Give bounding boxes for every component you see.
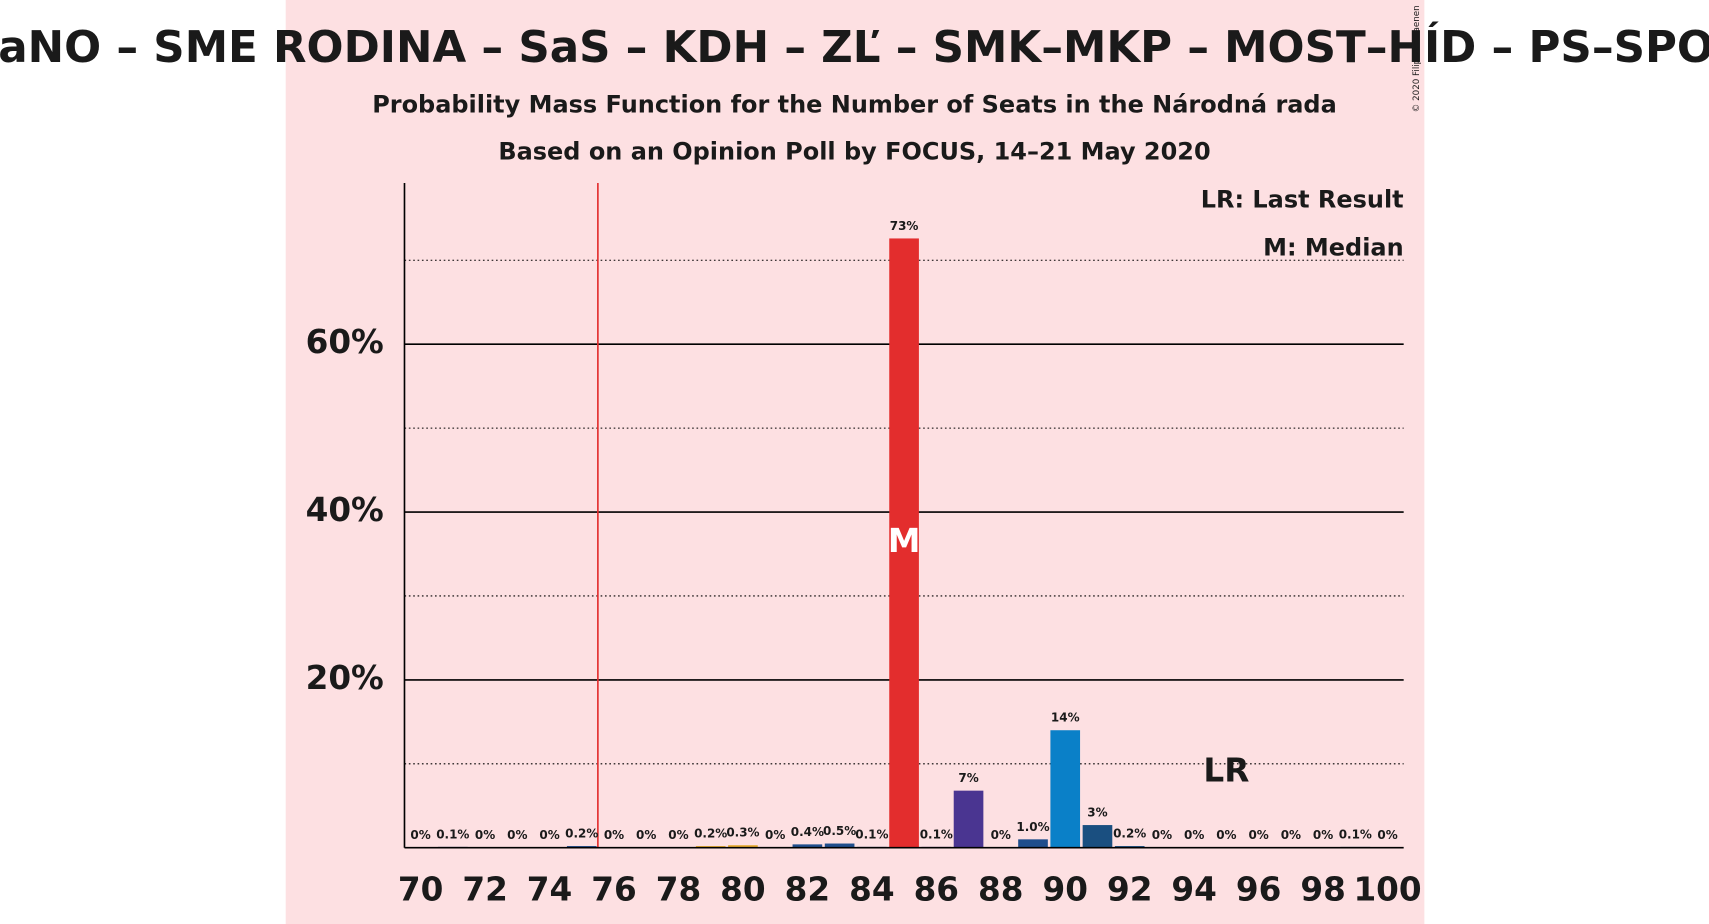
value-label: 0.1% — [1339, 827, 1372, 841]
x-tick-label: 84 — [849, 870, 894, 908]
x-tick-label: 90 — [1043, 870, 1088, 908]
bar — [695, 846, 726, 848]
value-label: 0% — [1281, 828, 1301, 842]
x-tick-label: 94 — [1171, 870, 1216, 908]
x-tick-label: 78 — [656, 870, 701, 908]
value-label: 0% — [1184, 828, 1204, 842]
legend-entry: M: Median — [1263, 233, 1404, 261]
x-tick-label: 100 — [1353, 870, 1421, 908]
bar — [566, 846, 597, 848]
value-label: 0.1% — [436, 827, 469, 841]
value-label: 0% — [475, 828, 495, 842]
value-label: 0.2% — [565, 827, 598, 841]
bar — [1082, 825, 1113, 848]
x-tick-label: 96 — [1236, 870, 1281, 908]
legend-entry: LR: Last Result — [1201, 185, 1404, 213]
value-label: 14% — [1051, 711, 1080, 725]
value-label: 0% — [1152, 828, 1172, 842]
value-label: 73% — [890, 219, 919, 233]
value-label: 0% — [507, 828, 527, 842]
value-label: 0.3% — [726, 826, 759, 840]
value-label: 1.0% — [1016, 820, 1049, 834]
value-label: 0% — [1313, 828, 1333, 842]
value-label: 0.2% — [694, 827, 727, 841]
y-tick-label: 20% — [306, 659, 384, 697]
x-tick-label: 70 — [398, 870, 443, 908]
bar — [1114, 846, 1145, 848]
x-tick-label: 86 — [914, 870, 959, 908]
value-label: 0% — [636, 828, 656, 842]
value-label: 0.1% — [920, 827, 953, 841]
bar — [953, 790, 984, 848]
bar — [1018, 839, 1048, 848]
value-label: 0% — [410, 828, 430, 842]
value-label: 0.4% — [791, 825, 824, 839]
chart-subtitle: Based on an Opinion Poll by FOCUS, 14–21… — [498, 138, 1210, 166]
bar — [792, 844, 823, 848]
value-label: 3% — [1087, 806, 1107, 820]
bar — [728, 845, 758, 848]
value-label: 0% — [668, 828, 688, 842]
value-label: 0% — [1248, 828, 1268, 842]
bar — [824, 843, 855, 848]
x-tick-label: 74 — [527, 870, 572, 908]
y-tick-label: 60% — [306, 323, 384, 361]
median-marker: M — [888, 522, 921, 560]
bar — [889, 238, 919, 848]
chart-subtitle: Probability Mass Function for the Number… — [372, 91, 1337, 119]
x-tick-label: 72 — [462, 870, 507, 908]
last-result-marker: LR — [1203, 752, 1249, 790]
x-tick-label: 76 — [591, 870, 636, 908]
chart-title: OĽaNO – SME RODINA – SaS – KDH – ZĽ – SM… — [0, 20, 1709, 73]
value-label: 7% — [958, 771, 978, 785]
x-tick-label: 92 — [1107, 870, 1152, 908]
value-label: 0% — [1216, 828, 1236, 842]
x-tick-label: 82 — [785, 870, 830, 908]
value-label: 0.5% — [823, 824, 856, 838]
value-label: 0% — [604, 828, 624, 842]
bar — [1050, 730, 1081, 848]
x-tick-label: 88 — [978, 870, 1023, 908]
value-label: 0% — [1377, 828, 1397, 842]
value-label: 0% — [539, 828, 559, 842]
plot-background — [285, 0, 1425, 924]
value-label: 0% — [991, 828, 1011, 842]
value-label: 0.1% — [855, 827, 888, 841]
y-tick-label: 40% — [306, 491, 384, 529]
value-label: 0% — [765, 828, 785, 842]
x-tick-label: 98 — [1300, 870, 1345, 908]
value-label: 0.2% — [1113, 827, 1146, 841]
copyright: © 2020 Filip van Laenen — [1412, 5, 1422, 112]
x-tick-label: 80 — [720, 870, 765, 908]
